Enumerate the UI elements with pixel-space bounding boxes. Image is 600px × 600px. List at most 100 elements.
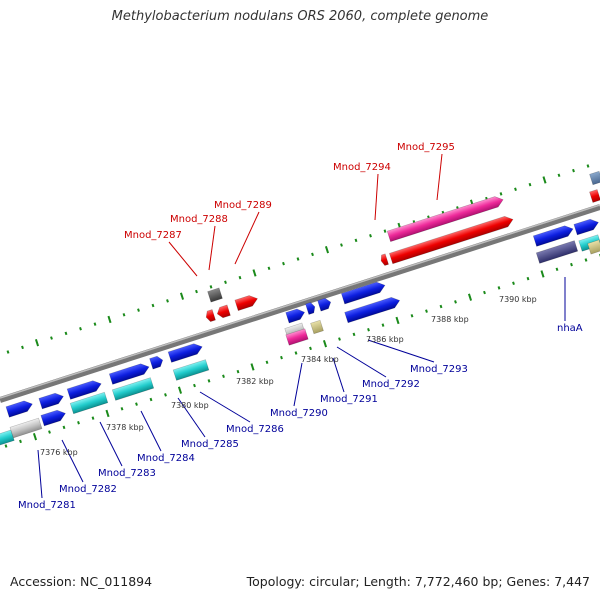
gene-glyph [205,309,216,322]
outer-tick [209,285,213,289]
leader-line [199,391,251,423]
gene-glyph [9,417,43,439]
gene-glyph [69,391,109,415]
inner-tick [497,286,501,290]
outer-tick [137,308,140,312]
gene-label-forward: Mnod_7289 [214,200,272,211]
gene-label-reverse: Mnod_7285 [181,439,239,450]
leader-line [436,153,443,201]
outer-tick [340,243,343,247]
inner-tick [177,386,183,394]
inner-tick [91,416,95,420]
outer-tick [383,229,387,233]
inner-tick [120,407,124,411]
outer-tick [557,173,561,178]
gene-label-reverse: Mnod_7291 [320,394,378,405]
gene-label-forward: Mnod_7294 [333,162,391,173]
inner-tick [105,409,110,418]
outer-tick [324,246,330,254]
gene-glyph [573,218,599,236]
inner-tick [309,346,312,351]
inner-tick [512,281,515,285]
inner-tick [467,293,473,301]
inner-tick [322,340,328,348]
outer-tick [195,289,198,294]
inner-tick [19,439,22,444]
gene-glyph [285,328,309,346]
gene-glyph [389,216,514,265]
inner-tick [381,323,385,327]
outer-tick [542,176,547,184]
outer-tick [528,182,532,187]
gene-label-reverse: Mnod_7281 [18,500,76,511]
inner-tick [483,290,486,295]
gene-label-reverse: Mnod_7283 [98,468,156,479]
outer-tick [499,192,503,196]
inner-tick [570,262,573,267]
gene-glyph [310,319,324,335]
kbp-labels: 7376 kbp 7378 kbp 7380 kbp 7382 kbp 7384 kbp… [40,295,537,457]
gene-glyph [535,240,579,264]
leader-line [61,439,84,483]
gene-glyph [317,297,332,312]
outer-tick [252,269,257,277]
inner-tick [540,270,545,278]
outer-tick [64,331,68,336]
gene-label-reverse: Mnod_7292 [362,379,420,390]
gene-label-forward: Mnod_7287 [124,230,182,241]
outer-tick [572,168,575,173]
inner-tick [135,402,138,406]
gene-glyph [532,225,574,247]
outer-tick [21,345,24,350]
outer-tick [282,261,285,266]
kbp-label: 7390 kbp [499,295,537,304]
outer-tick [122,313,126,317]
outer-tick [296,257,300,261]
gene-glyph [340,281,386,305]
outer-tick [50,336,53,340]
outer-tick [6,350,10,354]
gene-glyph [167,343,203,363]
outer-tick [238,275,242,280]
label-leader-lines [37,153,566,499]
gene-glyph [589,189,600,203]
inner-tick [439,304,443,309]
gene-label-reverse: Mnod_7290 [270,408,328,419]
gene-label-reverse: Mnod_7282 [59,484,117,495]
gene-glyph [285,308,306,324]
outer-tick [166,299,169,303]
gene-glyph [207,287,223,303]
inner-tick [367,328,370,332]
inner-tick [222,374,225,378]
inner-tick [77,421,80,425]
accession-text: Accession: NC_011894 [10,574,153,589]
inner-tick [410,314,414,318]
kbp-label: 7382 kbp [236,377,274,386]
leader-line [332,357,345,393]
genome-backbone [0,204,600,403]
leader-line [336,346,387,378]
gene-glyph [149,355,164,370]
inner-tick [352,332,356,337]
gene-glyph [5,400,33,418]
outer-tick [224,280,227,284]
inner-tick-row [4,253,600,448]
inner-tick [280,355,283,360]
gene-glyph [0,429,15,447]
gene-glyph [66,380,102,400]
gene-label-forward: Mnod_7288 [170,214,228,225]
gene-glyph [589,170,600,186]
gene-glyph [380,253,389,266]
leader-line [367,339,435,363]
gene-labels: Mnod_7287 Mnod_7288 Mnod_7289 Mnod_7294 Mnod… [18,142,583,511]
leader-line [234,211,260,265]
gene-glyphs [0,170,600,447]
gene-glyph [386,196,504,242]
leader-line [168,241,198,277]
kbp-label: 7376 kbp [40,448,78,457]
genome-backbone-highlight [0,204,600,399]
kbp-label: 7388 kbp [431,315,469,324]
gene-label-forward: Mnod_7295 [397,142,455,153]
gene-glyph [305,302,316,315]
